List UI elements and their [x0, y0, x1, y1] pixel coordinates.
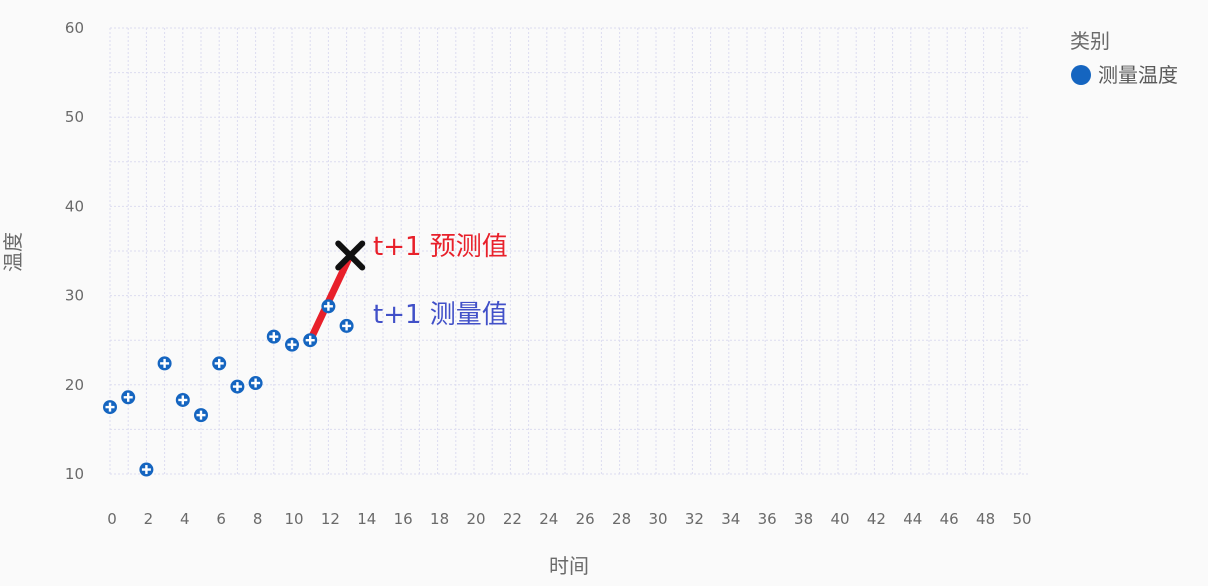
data-point: [303, 333, 318, 348]
x-tick-label: 26: [576, 510, 595, 528]
data-point: [157, 356, 172, 371]
x-tick-label: 46: [940, 510, 959, 528]
legend: 类别 测量温度: [1070, 29, 1178, 87]
data-point: [266, 329, 281, 344]
x-tick-label: 44: [903, 510, 922, 528]
x-tick-label: 50: [1012, 510, 1031, 528]
x-tick-label: 34: [721, 510, 740, 528]
data-point: [139, 462, 154, 477]
x-tick-label: 42: [867, 510, 886, 528]
x-tick-label: 48: [976, 510, 995, 528]
data-point: [230, 379, 245, 394]
y-tick-label: 10: [65, 465, 84, 483]
prediction-line: [306, 251, 354, 344]
data-point: [103, 400, 117, 415]
legend-title: 类别: [1070, 29, 1110, 53]
x-tick-label: 8: [253, 510, 263, 528]
x-tick-label: 14: [357, 510, 376, 528]
prediction-marker-x-icon: [335, 240, 366, 271]
y-tick-label: 50: [65, 108, 84, 126]
data-point: [212, 356, 227, 371]
x-tick-label: 6: [216, 510, 226, 528]
legend-item-label: 测量温度: [1098, 63, 1178, 87]
x-tick-label: 12: [321, 510, 340, 528]
annotation-measured-value: t+1 测量值: [373, 300, 508, 330]
x-tick-label: 28: [612, 510, 631, 528]
annotation-predicted-value: t+1 预测值: [373, 232, 508, 262]
data-point: [194, 408, 208, 423]
x-tick-label: 40: [830, 510, 849, 528]
x-tick-label: 38: [794, 510, 813, 528]
x-tick-label: 20: [466, 510, 485, 528]
y-tick-label: 30: [65, 287, 84, 305]
grid-lines: [109, 27, 1028, 475]
data-point: [248, 376, 263, 391]
x-tick-label: 24: [539, 510, 558, 528]
x-tick-label: 2: [144, 510, 154, 528]
x-axis-title: 时间: [549, 554, 589, 578]
data-point: [121, 390, 136, 405]
x-axis-ticks: 0 2 4 6 8 10 12 14 16 18 20 22 24 26 28 30 32 34 36 38 40 42 4…: [107, 510, 1031, 528]
x-tick-label: 32: [685, 510, 704, 528]
prediction-group: [306, 251, 354, 344]
data-points: [103, 240, 366, 477]
x-tick-label: 22: [503, 510, 522, 528]
data-point: [285, 337, 299, 352]
y-tick-label: 40: [65, 197, 84, 215]
x-tick-label: 30: [648, 510, 667, 528]
x-tick-label: 36: [758, 510, 777, 528]
x-tick-label: 16: [394, 510, 413, 528]
x-tick-label: 10: [284, 510, 303, 528]
x-tick-label: 18: [430, 510, 449, 528]
y-tick-label: 20: [65, 376, 84, 394]
data-point: [339, 318, 354, 333]
data-point: [175, 392, 190, 407]
legend-marker-icon: [1071, 65, 1091, 85]
data-point: [321, 299, 336, 314]
y-tick-label: 60: [65, 19, 84, 37]
y-axis-ticks: 10 20 30 40 50 60: [65, 19, 84, 483]
x-tick-label: 4: [180, 510, 190, 528]
y-axis-title: 温度: [1, 232, 25, 272]
x-tick-label: 0: [107, 510, 117, 528]
